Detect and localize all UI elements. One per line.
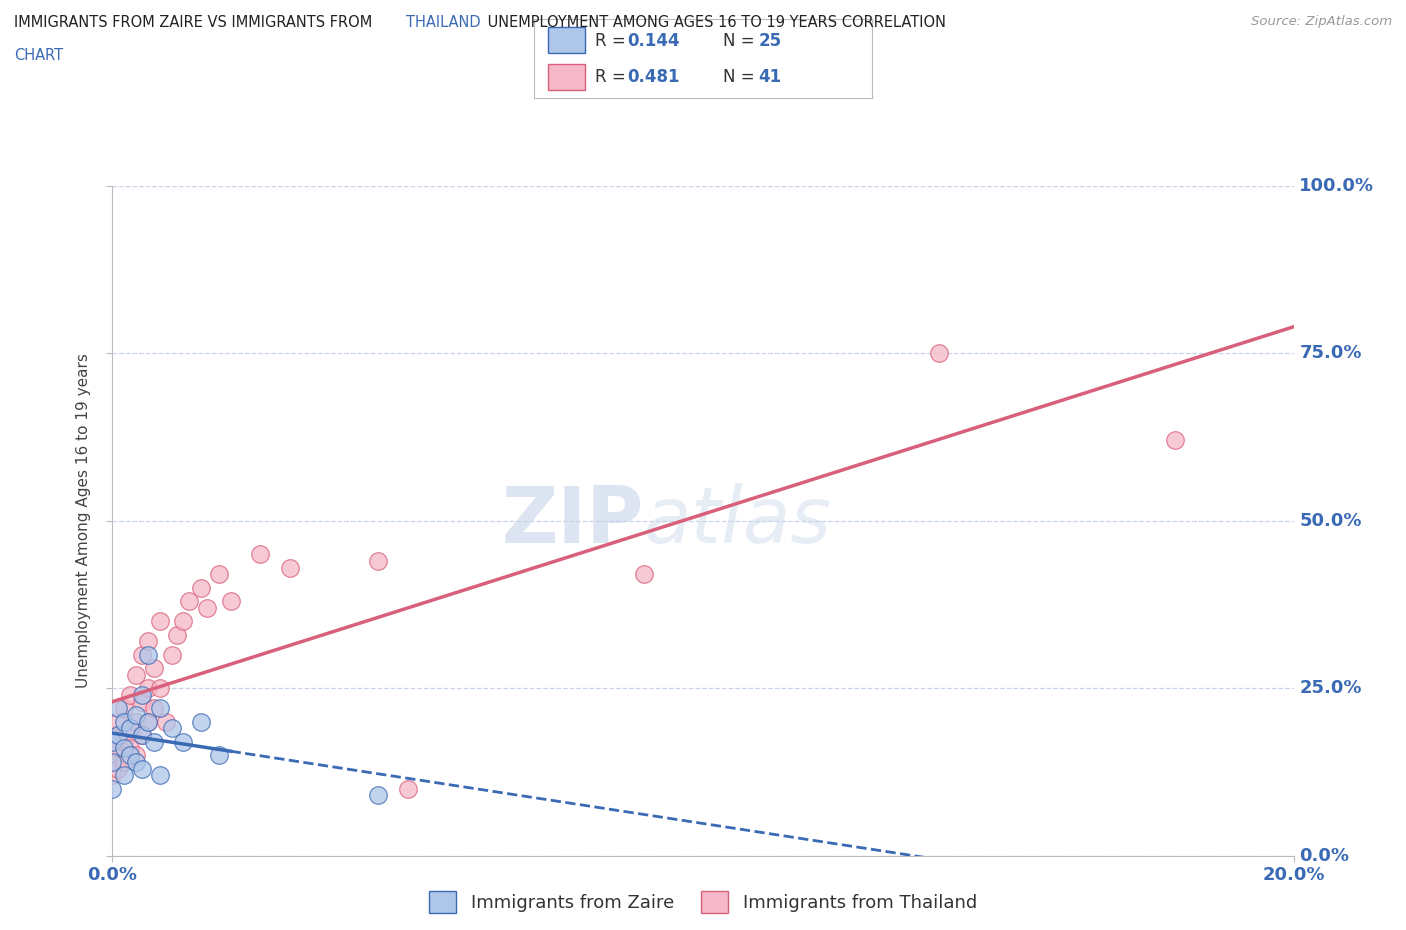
Point bbox=[101, 727, 124, 742]
Point bbox=[367, 788, 389, 803]
Text: N =: N = bbox=[723, 68, 761, 86]
Point bbox=[172, 614, 194, 629]
Point bbox=[125, 668, 148, 683]
Point bbox=[120, 741, 142, 756]
Point bbox=[131, 727, 153, 742]
Point bbox=[136, 714, 159, 729]
FancyBboxPatch shape bbox=[548, 27, 585, 53]
Point bbox=[120, 687, 142, 702]
Point bbox=[101, 735, 124, 750]
Point bbox=[107, 714, 129, 729]
Point bbox=[125, 748, 148, 763]
Text: 25.0%: 25.0% bbox=[1299, 679, 1362, 698]
Text: 50.0%: 50.0% bbox=[1299, 512, 1362, 530]
Point bbox=[125, 714, 148, 729]
Y-axis label: Unemployment Among Ages 16 to 19 years: Unemployment Among Ages 16 to 19 years bbox=[76, 353, 91, 688]
FancyBboxPatch shape bbox=[548, 64, 585, 90]
Point bbox=[112, 768, 135, 783]
Legend: Immigrants from Zaire, Immigrants from Thailand: Immigrants from Zaire, Immigrants from T… bbox=[422, 884, 984, 920]
Point bbox=[107, 727, 129, 742]
Point bbox=[131, 647, 153, 662]
Point bbox=[101, 748, 124, 763]
Point bbox=[149, 681, 172, 696]
Point bbox=[107, 701, 129, 716]
Point bbox=[136, 647, 159, 662]
Point bbox=[112, 714, 135, 729]
Point bbox=[136, 714, 159, 729]
Point bbox=[107, 741, 129, 756]
Point bbox=[208, 748, 231, 763]
Point bbox=[120, 748, 142, 763]
Point bbox=[142, 735, 165, 750]
Point bbox=[155, 714, 177, 729]
Text: 100.0%: 100.0% bbox=[1299, 177, 1375, 195]
Point bbox=[249, 547, 271, 562]
Point bbox=[120, 721, 142, 736]
Point bbox=[131, 727, 153, 742]
Point bbox=[136, 681, 159, 696]
Text: 41: 41 bbox=[759, 68, 782, 86]
Point bbox=[142, 701, 165, 716]
Text: N =: N = bbox=[723, 32, 761, 49]
Point bbox=[101, 781, 124, 796]
Point bbox=[219, 593, 242, 608]
Point bbox=[195, 601, 218, 616]
Point bbox=[101, 754, 124, 769]
Text: CHART: CHART bbox=[14, 48, 63, 63]
Point bbox=[928, 346, 950, 361]
Point bbox=[179, 593, 201, 608]
Point bbox=[190, 580, 212, 595]
Text: 0.481: 0.481 bbox=[627, 68, 679, 86]
Point bbox=[367, 553, 389, 568]
Point bbox=[142, 660, 165, 675]
Point bbox=[190, 714, 212, 729]
Point bbox=[396, 781, 419, 796]
Text: THAILAND: THAILAND bbox=[406, 15, 481, 30]
Point bbox=[131, 687, 153, 702]
Point bbox=[101, 768, 124, 783]
Text: atlas: atlas bbox=[644, 483, 832, 559]
Text: UNEMPLOYMENT AMONG AGES 16 TO 19 YEARS CORRELATION: UNEMPLOYMENT AMONG AGES 16 TO 19 YEARS C… bbox=[482, 15, 946, 30]
Point bbox=[208, 567, 231, 582]
Text: Source: ZipAtlas.com: Source: ZipAtlas.com bbox=[1251, 15, 1392, 28]
Point bbox=[131, 694, 153, 709]
Point bbox=[107, 761, 129, 776]
Text: R =: R = bbox=[595, 68, 631, 86]
Text: 0.0%: 0.0% bbox=[1299, 846, 1350, 865]
Text: IMMIGRANTS FROM ZAIRE VS IMMIGRANTS FROM: IMMIGRANTS FROM ZAIRE VS IMMIGRANTS FROM bbox=[14, 15, 377, 30]
Text: R =: R = bbox=[595, 32, 631, 49]
Text: 0.144: 0.144 bbox=[627, 32, 679, 49]
Point bbox=[136, 634, 159, 649]
Point bbox=[125, 754, 148, 769]
Text: 25: 25 bbox=[759, 32, 782, 49]
Point bbox=[633, 567, 655, 582]
Text: 75.0%: 75.0% bbox=[1299, 344, 1362, 363]
Point bbox=[166, 627, 188, 642]
Point bbox=[172, 735, 194, 750]
Point bbox=[160, 647, 183, 662]
Point bbox=[112, 735, 135, 750]
Point bbox=[120, 721, 142, 736]
Point bbox=[278, 560, 301, 575]
Text: ZIP: ZIP bbox=[502, 483, 644, 559]
Point bbox=[160, 721, 183, 736]
Point bbox=[131, 761, 153, 776]
Point bbox=[149, 614, 172, 629]
Point bbox=[1164, 433, 1187, 448]
Point bbox=[112, 701, 135, 716]
Point bbox=[125, 708, 148, 723]
Point bbox=[112, 741, 135, 756]
Point bbox=[149, 701, 172, 716]
Point bbox=[112, 754, 135, 769]
Point bbox=[149, 768, 172, 783]
